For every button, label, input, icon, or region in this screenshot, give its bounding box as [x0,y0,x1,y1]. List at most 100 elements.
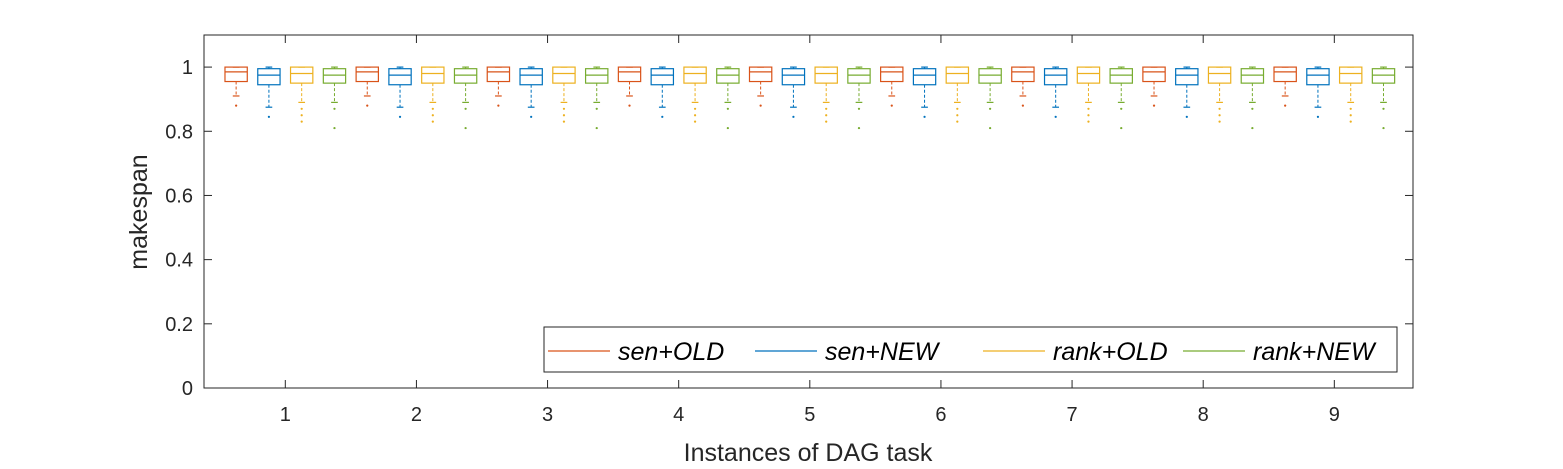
box-sen+OLD-1 [224,66,248,107]
box-rank+NEW-5 [847,66,871,130]
x-tick-label: 3 [542,404,553,426]
box-iqr [880,66,904,83]
box-outlier [530,115,533,118]
box-iqr [453,68,478,84]
box-outlier [366,104,369,107]
box-outlier [661,115,664,118]
box-iqr [781,68,806,86]
boxes-layer [224,66,1396,130]
box-outlier [562,120,566,123]
box-outlier [1382,107,1385,110]
box-outlier [1054,115,1057,118]
box-outlier [857,126,861,130]
box-iqr [1306,68,1330,86]
box-iqr [552,66,576,84]
box-iqr [519,68,543,86]
box-iqr [617,66,642,83]
box-outlier [497,104,500,107]
box-outlier [267,115,271,118]
box-rank+OLD-1 [289,66,314,123]
x-tick-label: 1 [280,404,291,426]
box-outlier [890,104,893,107]
box-outlier [300,107,303,110]
box-outlier [1120,107,1123,110]
box-outlier [1349,107,1352,110]
box-rank+OLD-6 [945,66,970,123]
y-axis-label: makespan [125,154,153,269]
box-iqr [912,68,937,86]
box-rank+NEW-9 [1371,66,1396,130]
x-tick-label: 5 [804,404,815,426]
box-iqr [1338,66,1363,84]
box-rank+OLD-4 [683,66,707,123]
x-tick-label: 8 [1198,404,1209,426]
box-outlier [825,120,828,123]
box-sen+NEW-4 [650,66,675,118]
box-outlier [726,107,729,110]
box-outlier [857,107,861,110]
box-outlier [693,114,697,117]
box-iqr [978,68,1002,84]
box-sen+OLD-6 [880,66,904,107]
x-tick-label: 6 [935,404,946,426]
box-rank+NEW-6 [978,66,1002,130]
box-outlier [300,114,303,117]
box-outlier [464,107,467,110]
box-rank+OLD-5 [814,66,838,123]
box-outlier [759,104,762,107]
box-iqr [1273,66,1297,83]
box-outlier [1218,120,1221,123]
box-rank+OLD-8 [1207,66,1232,123]
box-outlier [1087,114,1090,117]
box-outlier [1251,126,1254,130]
box-sen+OLD-4 [617,66,642,107]
box-outlier [1152,104,1156,107]
box-outlier [989,126,992,130]
box-iqr [322,68,347,84]
box-outlier [1087,107,1090,110]
box-outlier [235,104,238,107]
box-sen+NEW-8 [1175,66,1199,118]
box-outlier [431,107,434,110]
box-iqr [650,68,675,86]
y-tick-label: 0 [182,378,193,400]
box-outlier [989,107,992,110]
y-axis-ticks: 0 0.2 0.4 0.6 0.8 1 [165,57,1413,400]
box-outlier [726,126,729,130]
box-iqr [224,66,248,83]
box-iqr [1175,68,1199,86]
x-tick-label: 4 [673,404,684,426]
plot-area-frame [203,34,1414,389]
box-iqr [486,66,511,83]
box-outlier [923,115,926,118]
box-outlier [1218,114,1221,117]
box-outlier [1284,104,1287,107]
box-outlier [956,120,959,123]
legend-label-rank+NEW: rank+NEW [1253,338,1377,366]
box-iqr [1011,66,1035,83]
box-rank+OLD-7 [1076,66,1101,123]
box-sen+NEW-9 [1306,66,1330,118]
x-axis-label: Instances of DAG task [684,439,933,467]
legend-label-sen+OLD: sen+OLD [618,338,724,366]
box-outlier [333,107,336,110]
legend-label-sen+NEW: sen+NEW [825,338,941,366]
box-sen+NEW-6 [912,66,937,118]
box-iqr [1207,66,1232,84]
box-iqr [355,66,380,83]
box-outlier [1382,126,1385,130]
box-rank+NEW-2 [453,66,478,130]
box-iqr [716,68,740,84]
box-outlier [562,114,566,117]
y-tick-label: 0.4 [165,250,193,272]
box-outlier [1120,126,1123,130]
box-outlier [693,107,697,110]
box-iqr [748,66,773,83]
box-iqr [421,66,445,84]
box-rank+OLD-9 [1338,66,1363,123]
box-outlier [1218,107,1221,110]
box-outlier [398,115,402,118]
y-tick-label: 1 [182,57,193,79]
box-iqr [945,66,970,84]
